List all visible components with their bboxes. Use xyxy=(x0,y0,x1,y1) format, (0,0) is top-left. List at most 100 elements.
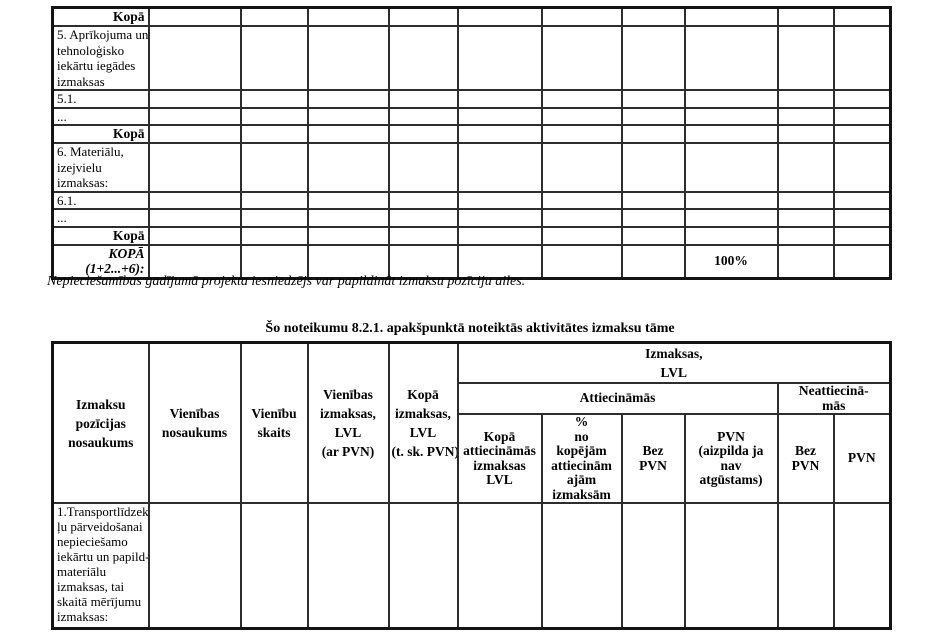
empty-cell xyxy=(832,190,892,210)
empty-cell xyxy=(540,190,623,210)
empty-cell xyxy=(147,190,242,210)
empty-cell xyxy=(776,190,835,210)
empty-cell xyxy=(306,502,390,629)
empty-cell xyxy=(306,124,390,144)
empty-cell xyxy=(456,225,543,246)
empty-cell xyxy=(832,208,892,228)
empty-cell xyxy=(832,142,892,193)
table-row: Kopā xyxy=(51,6,892,27)
empty-cell xyxy=(620,6,686,27)
empty-cell xyxy=(776,142,835,193)
empty-cell xyxy=(456,502,543,629)
empty-cell xyxy=(832,124,892,144)
budget-table-continued: Kopā 5. Aprīkojuma un tehnoloģisko iekār… xyxy=(51,6,892,280)
empty-cell xyxy=(776,124,835,144)
empty-cell xyxy=(540,502,623,629)
empty-cell xyxy=(620,89,686,109)
empty-cell xyxy=(456,124,543,144)
empty-cell xyxy=(620,190,686,210)
empty-cell xyxy=(540,106,623,126)
empty-cell xyxy=(306,6,390,27)
empty-cell xyxy=(147,25,242,91)
empty-cell xyxy=(456,6,543,27)
cost-position-cell: 6.1. xyxy=(51,190,150,210)
empty-cell xyxy=(387,225,459,246)
cost-position-cell: 6. Materiālu, izejvielu izmaksas: xyxy=(51,142,150,193)
cost-position-cell: 1.Transportlīdzek ļu pārveidošanai nepie… xyxy=(51,502,150,629)
empty-cell xyxy=(387,25,459,91)
header-ineligible-without-vat: Bez PVN xyxy=(776,413,835,504)
table-row: 6. Materiālu, izejvielu izmaksas: xyxy=(51,142,892,193)
empty-cell xyxy=(387,190,459,210)
empty-cell xyxy=(239,25,309,91)
table-row: Kopā xyxy=(51,124,892,144)
empty-cell xyxy=(776,502,835,629)
table-row: 1.Transportlīdzek ļu pārveidošanai nepie… xyxy=(51,502,892,629)
header-total-cost: Kopā izmaksas, LVL (t. sk. PVN) xyxy=(387,341,459,504)
empty-cell xyxy=(776,243,835,279)
empty-cell xyxy=(387,6,459,27)
table-row: ... xyxy=(51,106,892,126)
table-row: KOPĀ (1+2...+6): 100% xyxy=(51,243,892,279)
empty-cell xyxy=(620,243,686,279)
empty-cell xyxy=(832,502,892,629)
empty-cell xyxy=(683,25,779,91)
empty-cell xyxy=(540,124,623,144)
empty-cell xyxy=(456,190,543,210)
empty-cell xyxy=(776,225,835,246)
empty-cell xyxy=(387,89,459,109)
empty-cell xyxy=(776,89,835,109)
empty-cell xyxy=(620,225,686,246)
table-row: 5. Aprīkojuma un tehnoloģisko iekārtu ie… xyxy=(51,25,892,91)
empty-cell xyxy=(306,142,390,193)
empty-cell xyxy=(456,208,543,228)
empty-cell xyxy=(540,6,623,27)
empty-cell xyxy=(306,225,390,246)
empty-cell xyxy=(456,142,543,193)
empty-cell xyxy=(456,25,543,91)
empty-cell xyxy=(540,208,623,228)
empty-cell xyxy=(832,243,892,279)
empty-cell xyxy=(456,89,543,109)
empty-cell xyxy=(683,225,779,246)
empty-cell xyxy=(387,142,459,193)
empty-cell xyxy=(683,502,779,629)
empty-cell xyxy=(239,124,309,144)
empty-cell xyxy=(683,106,779,126)
empty-cell xyxy=(239,142,309,193)
empty-cell xyxy=(239,6,309,27)
empty-cell xyxy=(540,225,623,246)
empty-cell xyxy=(456,106,543,126)
header-eligible-percent: % no kopējām attiecinām ajām izmaksām xyxy=(540,413,623,504)
empty-cell xyxy=(620,502,686,629)
empty-cell xyxy=(832,6,892,27)
empty-cell xyxy=(147,225,242,246)
table-row: 6.1. xyxy=(51,190,892,210)
header-unit-count: Vienību skaits xyxy=(239,341,309,504)
empty-cell xyxy=(540,89,623,109)
empty-cell xyxy=(147,6,242,27)
empty-cell xyxy=(387,124,459,144)
table-row: ... xyxy=(51,208,892,228)
empty-cell xyxy=(147,502,242,629)
table-row: Kopā xyxy=(51,225,892,246)
subtotal-label-cell: Kopā xyxy=(51,124,150,144)
empty-cell xyxy=(540,25,623,91)
empty-cell xyxy=(832,89,892,109)
empty-cell xyxy=(620,208,686,228)
empty-cell xyxy=(832,106,892,126)
cost-position-cell: ... xyxy=(51,106,150,126)
empty-cell xyxy=(540,142,623,193)
empty-cell xyxy=(239,502,309,629)
empty-cell xyxy=(306,25,390,91)
header-row-eligibility: Attiecināmās Neattiecinā- mās xyxy=(53,382,892,415)
header-ineligible-group: Neattiecinā- mās xyxy=(776,382,892,415)
empty-cell xyxy=(147,243,242,279)
table-row: 5.1. xyxy=(51,89,892,109)
subtotal-label-cell: Kopā xyxy=(51,6,150,27)
empty-cell xyxy=(540,243,623,279)
empty-cell xyxy=(306,89,390,109)
empty-cell xyxy=(620,142,686,193)
empty-cell xyxy=(683,6,779,27)
